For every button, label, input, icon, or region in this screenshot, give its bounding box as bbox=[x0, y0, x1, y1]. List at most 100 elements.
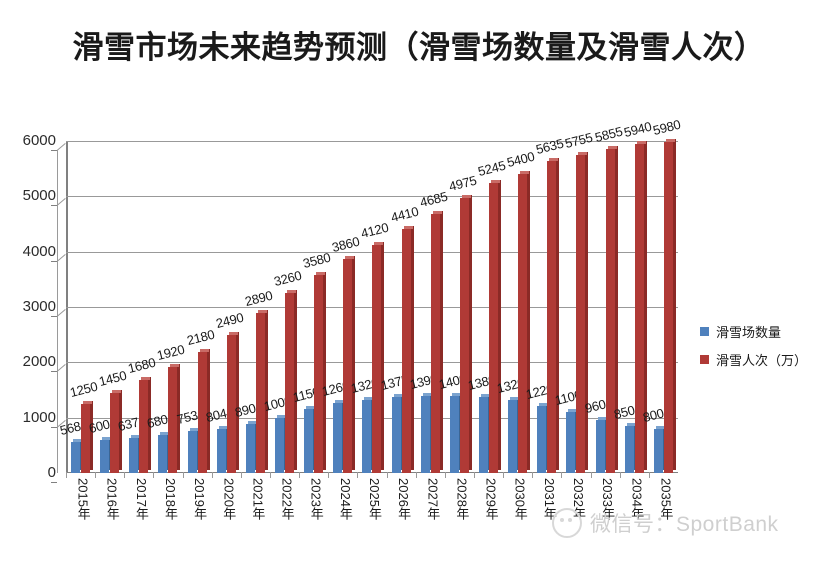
bar-face bbox=[275, 417, 284, 473]
bar-top bbox=[228, 332, 238, 336]
bar-series-1-2033年[interactable] bbox=[605, 146, 618, 473]
bar-face bbox=[663, 142, 673, 473]
data-label-series-1-2035年: 5980 bbox=[651, 116, 682, 139]
x-axis-label-2028年: 2028年 bbox=[454, 478, 470, 520]
x-axis-tick-2028年 bbox=[444, 472, 446, 478]
bar-group-2017年: 637 1680 bbox=[117, 141, 157, 473]
bar-series-1-2028年[interactable] bbox=[459, 194, 472, 473]
bar-series-0-2035年[interactable] bbox=[653, 425, 666, 473]
bar-face bbox=[255, 313, 265, 473]
bar-face bbox=[333, 403, 343, 473]
bar-face bbox=[216, 428, 226, 473]
bar-series-0-2021年[interactable] bbox=[245, 420, 258, 473]
bar-group-2020年: 804 2490 bbox=[204, 141, 245, 473]
bar-series-1-2016年[interactable] bbox=[110, 389, 123, 473]
bar-face bbox=[576, 154, 586, 473]
x-axis-label-2015年: 2015年 bbox=[75, 478, 91, 520]
bar-series-0-2033年[interactable] bbox=[595, 416, 608, 473]
bar-series-0-2016年[interactable] bbox=[100, 436, 113, 473]
bar-group-2030年: 1320 5400 bbox=[496, 141, 536, 473]
bar-series-0-2028年[interactable] bbox=[449, 392, 462, 473]
x-axis-label-2020年: 2020年 bbox=[221, 478, 237, 520]
bar-series-1-2025年[interactable] bbox=[372, 242, 385, 473]
x-axis-label-2035年: 2035年 bbox=[658, 478, 674, 520]
bar-series-1-2017年[interactable] bbox=[139, 377, 152, 473]
bar-top bbox=[432, 210, 442, 214]
bar-series-1-2027年[interactable] bbox=[430, 210, 443, 473]
bar-series-1-2026年[interactable] bbox=[401, 225, 414, 473]
bar-group-2018年: 680 1920 bbox=[146, 141, 186, 473]
x-axis-tick-2015年 bbox=[66, 472, 67, 478]
bar-face bbox=[449, 395, 459, 473]
bar-face bbox=[401, 228, 411, 473]
bar-series-1-2031年[interactable] bbox=[547, 158, 560, 473]
bar-top bbox=[189, 428, 199, 432]
bar-face bbox=[71, 441, 80, 473]
bar-side bbox=[556, 158, 560, 470]
bar-series-1-2019年[interactable] bbox=[197, 349, 210, 473]
y-axis-tick-5000 bbox=[51, 205, 57, 207]
bar-series-0-2031年[interactable] bbox=[537, 402, 550, 473]
bar-series-0-2017年[interactable] bbox=[129, 434, 142, 473]
bar-series-1-2022年[interactable] bbox=[285, 289, 297, 473]
bar-series-1-2032年[interactable] bbox=[576, 151, 589, 473]
x-axis-label-2033年: 2033年 bbox=[600, 478, 616, 520]
y-axis-tick-label-4000: 4000 bbox=[22, 242, 56, 260]
bar-top bbox=[393, 393, 403, 397]
bar-series-0-2025年[interactable] bbox=[362, 396, 375, 473]
bar-side bbox=[119, 389, 123, 470]
bar-series-1-2021年[interactable] bbox=[255, 310, 268, 473]
bar-series-0-2026年[interactable] bbox=[391, 393, 404, 473]
bar-series-0-2023年[interactable] bbox=[304, 406, 317, 473]
bar-series-0-2022年[interactable] bbox=[275, 414, 287, 473]
bar-top bbox=[597, 416, 607, 420]
legend-item-series-0[interactable]: 滑雪场数量 bbox=[700, 322, 807, 341]
bar-series-0-2032年[interactable] bbox=[566, 409, 579, 473]
bar-series-0-2030年[interactable] bbox=[508, 396, 521, 473]
bar-series-1-2035年[interactable] bbox=[663, 139, 676, 473]
bar-top bbox=[422, 393, 432, 397]
bar-series-0-2019年[interactable] bbox=[187, 428, 200, 473]
x-axis-tick-2020年 bbox=[211, 472, 213, 478]
bar-series-1-2020年[interactable] bbox=[226, 332, 239, 473]
bar-side bbox=[235, 332, 239, 470]
x-axis-tick-2018年 bbox=[153, 472, 155, 478]
bar-top bbox=[578, 151, 588, 155]
bar-group-2016年: 600 1450 bbox=[88, 141, 128, 473]
bar-series-0-2018年[interactable] bbox=[158, 432, 171, 473]
x-axis-tick-2019年 bbox=[182, 472, 184, 478]
bar-series-0-2024年[interactable] bbox=[333, 400, 346, 473]
bar-series-1-2029年[interactable] bbox=[489, 179, 501, 473]
bar-series-0-2027年[interactable] bbox=[420, 393, 433, 473]
x-axis-label-2025年: 2025年 bbox=[367, 478, 382, 520]
bar-series-1-2023年[interactable] bbox=[314, 271, 327, 473]
bar-series-1-2030年[interactable] bbox=[518, 171, 531, 473]
bar-group-2015年: 568 1250 bbox=[58, 141, 99, 473]
bar-series-1-2018年[interactable] bbox=[168, 363, 181, 473]
x-axis-label-2030年: 2030年 bbox=[512, 478, 528, 520]
x-axis-label-2017年: 2017年 bbox=[133, 478, 149, 520]
bar-top bbox=[665, 139, 675, 143]
x-axis: 2015年 2016年 2017年 2018年 2019年 2020年 2021年 2022年… bbox=[66, 472, 678, 556]
x-axis-tick-2030年 bbox=[503, 472, 505, 478]
bar-series-1-2015年[interactable] bbox=[81, 400, 93, 473]
bar-group-2024年: 1260 3860 bbox=[321, 141, 361, 473]
bar-series-1-2034年[interactable] bbox=[634, 141, 647, 473]
bar-series-0-2034年[interactable] bbox=[624, 422, 637, 473]
x-axis-label-2016年: 2016年 bbox=[104, 478, 120, 520]
bar-series-0-2020年[interactable] bbox=[216, 425, 229, 473]
data-label-series-0-2019年: 753 bbox=[174, 407, 199, 428]
legend-item-series-1[interactable]: 滑雪人次（万） bbox=[700, 350, 807, 369]
bar-series-0-2015年[interactable] bbox=[71, 438, 83, 473]
bar-top bbox=[510, 396, 520, 400]
legend-swatch-blue bbox=[700, 327, 709, 336]
bar-series-1-2024年[interactable] bbox=[343, 256, 356, 473]
bar-top bbox=[568, 409, 578, 413]
bar-group-2034年: 850 5940 bbox=[612, 119, 653, 473]
bar-series-0-2029年[interactable] bbox=[479, 393, 491, 473]
x-axis-label-2018年: 2018年 bbox=[163, 478, 178, 520]
bar-face bbox=[158, 435, 168, 473]
bar-group-2033年: 960 5855 bbox=[583, 124, 623, 473]
bar-side bbox=[90, 400, 93, 470]
